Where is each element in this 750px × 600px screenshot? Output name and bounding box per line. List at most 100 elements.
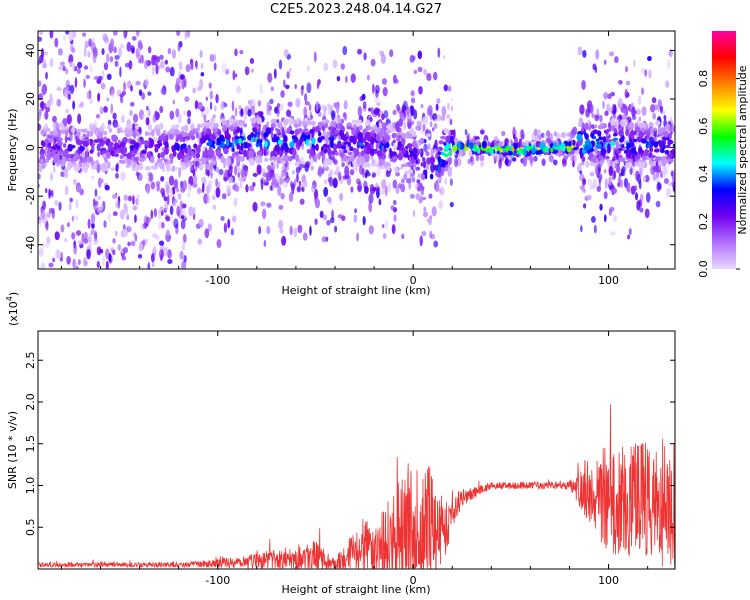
spectrogram-cell bbox=[579, 104, 585, 115]
spectrogram-cell bbox=[160, 151, 165, 159]
spectrogram-cell bbox=[490, 142, 495, 147]
spectrogram-x-axis-label: Height of straight line (km) bbox=[281, 284, 430, 297]
spectrogram-cell bbox=[47, 142, 52, 148]
spectrogram-cell bbox=[237, 172, 240, 178]
spectrogram-cell bbox=[59, 61, 65, 66]
spectrogram-cell bbox=[123, 246, 129, 254]
spectrogram-cell bbox=[368, 225, 374, 235]
spectrogram-cell bbox=[177, 193, 182, 200]
spectrogram-cell bbox=[365, 119, 371, 127]
spectrogram-cell bbox=[596, 186, 602, 192]
spectrogram-cell bbox=[205, 168, 208, 176]
spectrogram-cell bbox=[407, 133, 413, 138]
spectrogram-cell bbox=[89, 149, 94, 154]
spectrogram-cell bbox=[604, 110, 609, 117]
spectrogram-cell bbox=[94, 188, 98, 197]
spectrogram-cell bbox=[138, 242, 143, 252]
spectrogram-cell bbox=[410, 172, 416, 184]
spectrogram-cell bbox=[71, 215, 75, 222]
spectrogram-cell bbox=[544, 146, 549, 151]
spectrogram-cell bbox=[259, 139, 263, 144]
spectrogram-cell bbox=[151, 262, 155, 268]
spectrogram-cell bbox=[301, 186, 305, 192]
spectrogram-cell bbox=[652, 154, 656, 159]
spectrogram-cell bbox=[322, 143, 329, 149]
spectrogram-cell bbox=[65, 68, 69, 75]
spectrogram-cell bbox=[183, 255, 187, 263]
spectrogram-cell bbox=[157, 209, 162, 220]
spectrogram-cell bbox=[317, 165, 323, 176]
spectrogram-cell bbox=[85, 152, 89, 158]
spectrogram-cell bbox=[386, 128, 390, 134]
spectrogram-cell bbox=[305, 139, 310, 147]
spectrogram-cell bbox=[291, 135, 296, 139]
spectrogram-cell bbox=[160, 87, 165, 95]
spectrogram-cell bbox=[387, 165, 391, 172]
spectrogram-cell bbox=[95, 159, 99, 166]
spectrogram-cell bbox=[408, 168, 414, 174]
spectrogram-cell bbox=[186, 136, 191, 141]
spectrogram-cell bbox=[283, 79, 286, 88]
spectrogram-cell bbox=[224, 130, 228, 137]
spectrogram-cell bbox=[582, 203, 587, 209]
spectrogram-cell bbox=[270, 123, 275, 128]
spectrogram-cell bbox=[366, 74, 370, 81]
spectrogram-cell bbox=[90, 42, 96, 53]
spectrogram-cell bbox=[617, 97, 623, 105]
spectrogram-cell bbox=[102, 152, 108, 159]
spectrogram-cell bbox=[438, 140, 444, 145]
spectrogram-cell bbox=[603, 214, 607, 223]
spectrogram-cell bbox=[187, 117, 191, 125]
spectrogram-cell bbox=[580, 162, 585, 166]
spectrogram-cell bbox=[132, 161, 136, 169]
spectrogram-cell bbox=[581, 156, 586, 163]
spectrogram-cell bbox=[195, 152, 201, 159]
spectrogram-cell bbox=[299, 198, 305, 205]
spectrogram-cell bbox=[321, 236, 327, 243]
spectrogram-cell bbox=[639, 193, 644, 202]
spectrogram-cell bbox=[168, 153, 175, 160]
spectrogram-cell bbox=[145, 216, 151, 224]
spectrogram-cell bbox=[64, 185, 69, 196]
spectrogram-cell bbox=[145, 185, 151, 195]
spectrogram-cell bbox=[117, 200, 121, 209]
spectrogram-cell bbox=[169, 128, 175, 135]
spectrogram-cell bbox=[107, 119, 112, 126]
spectrogram-cell bbox=[527, 146, 533, 150]
spectrogram-cell bbox=[152, 57, 158, 66]
spectrogram-cell bbox=[375, 141, 379, 150]
spectrogram-cell bbox=[270, 118, 277, 125]
spectrogram-cell bbox=[54, 231, 60, 241]
spectrogram-cell bbox=[336, 75, 341, 82]
spectrogram-cell bbox=[591, 113, 595, 119]
spectrogram-cell bbox=[46, 211, 51, 218]
spectrogram-cell bbox=[57, 151, 63, 155]
spectrogram-cell bbox=[350, 73, 356, 83]
spectrogram-cell bbox=[628, 121, 635, 129]
spectrogram-cell bbox=[59, 257, 63, 262]
spectrogram-cell bbox=[301, 142, 305, 151]
spectrogram-cell bbox=[97, 138, 103, 143]
spectrogram-cell bbox=[163, 196, 168, 202]
spectrogram-cell bbox=[587, 178, 592, 186]
spectrogram-cell bbox=[628, 162, 632, 170]
spectrogram-cell bbox=[58, 122, 64, 130]
spectrogram-cell bbox=[177, 113, 182, 124]
spectrogram-cell bbox=[623, 118, 628, 127]
spectrogram-cell bbox=[508, 141, 512, 147]
spectrogram-cell bbox=[51, 145, 57, 150]
spectrogram-cell bbox=[56, 159, 63, 164]
spectrogram-cell bbox=[559, 149, 563, 157]
spectrogram-cell bbox=[79, 145, 83, 151]
spectrogram-cell bbox=[378, 159, 384, 167]
spectrogram-cell bbox=[209, 54, 215, 62]
spectrogram-cell bbox=[392, 199, 397, 206]
spectrogram-cell bbox=[159, 122, 164, 130]
spectrogram-cell bbox=[418, 85, 423, 95]
spectrogram-cell bbox=[194, 100, 199, 110]
spectrogram-cell bbox=[334, 152, 339, 156]
spectrogram-cell bbox=[672, 143, 675, 147]
spectrogram-cell bbox=[236, 143, 241, 150]
spectrogram-cell bbox=[657, 127, 663, 135]
spectrogram-cell bbox=[603, 191, 608, 200]
